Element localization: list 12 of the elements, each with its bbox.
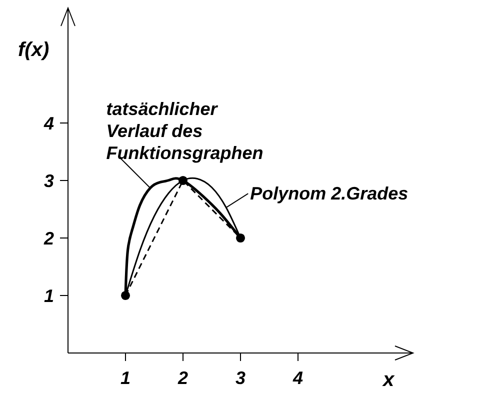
- x-tick-label: 2: [176, 368, 188, 388]
- y-axis-title: f(x): [18, 39, 50, 61]
- x-tick-label: 3: [235, 368, 246, 388]
- y-tick-label: 1: [44, 286, 54, 306]
- text: tatsächlicher Verlauf des Funktionsgraphen: [106, 98, 264, 163]
- y-tick-label: 3: [44, 170, 54, 191]
- legend-label: Polynom 2.Grades: [250, 184, 408, 204]
- x-tick-label: 4: [292, 368, 304, 388]
- y-tick-label: 2: [42, 228, 54, 248]
- y-tick-label: 4: [42, 113, 54, 134]
- x-axis-title: x: [382, 369, 395, 391]
- x-tick-label: 1: [120, 368, 131, 388]
